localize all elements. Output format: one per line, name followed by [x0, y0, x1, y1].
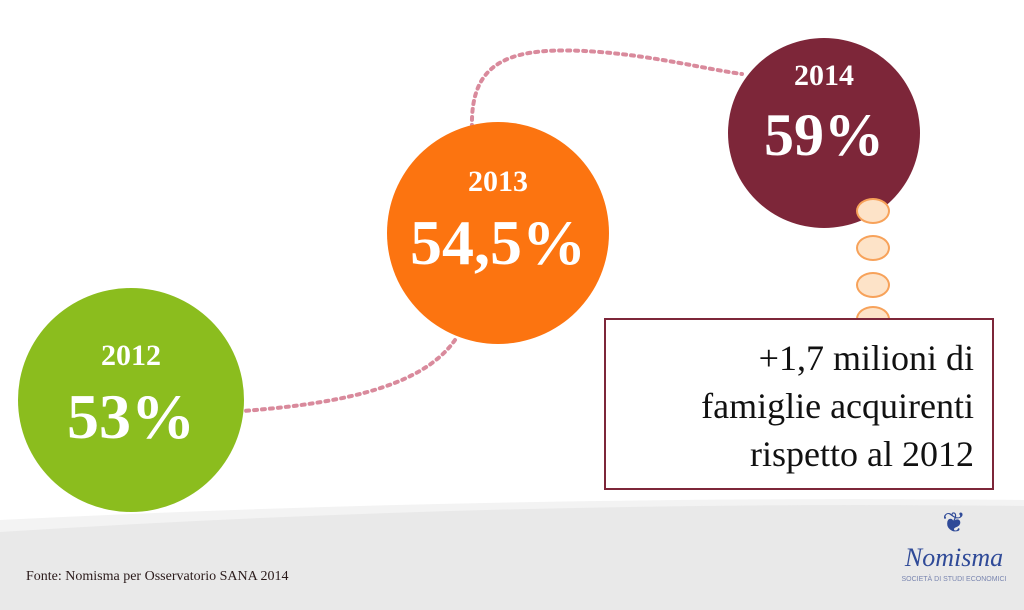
callout-line: rispetto al 2012: [750, 434, 974, 474]
year-label: 2014: [794, 59, 854, 92]
circle-2012: 2012 53%: [18, 288, 244, 512]
nomisma-logo: ❦ Nomisma SOCIETÀ DI STUDI ECONOMICI: [884, 506, 1024, 606]
dotted-connector-2012-2013: [228, 338, 457, 414]
thought-bubble: [856, 235, 890, 261]
footer-curve: [0, 499, 1024, 532]
circle-2013: 2013 54,5%: [387, 122, 609, 344]
footer-band: [0, 504, 1024, 610]
percent-value: 54,5%: [410, 207, 586, 278]
percent-value: 59%: [764, 102, 884, 168]
logo-subtitle: SOCIETÀ DI STUDI ECONOMICI: [901, 576, 1007, 583]
callout-box: +1,7 milioni di famiglie acquirenti risp…: [604, 318, 994, 490]
year-label: 2013: [468, 165, 528, 198]
dotted-connector-2013-2014: [469, 48, 744, 130]
source-note: Fonte: Nomisma per Osservatorio SANA 201…: [26, 569, 289, 584]
thought-bubble: [856, 272, 890, 298]
callout-line: +1,7 milioni di: [758, 338, 974, 378]
percent-value: 53%: [67, 381, 195, 452]
logo-name: Nomisma: [904, 543, 1004, 572]
crest-icon: ❦: [942, 508, 966, 539]
year-label: 2012: [101, 339, 161, 372]
callout-line: famiglie acquirenti: [701, 386, 974, 426]
thought-bubble: [856, 198, 890, 224]
circle-2014: 2014 59%: [728, 38, 920, 228]
